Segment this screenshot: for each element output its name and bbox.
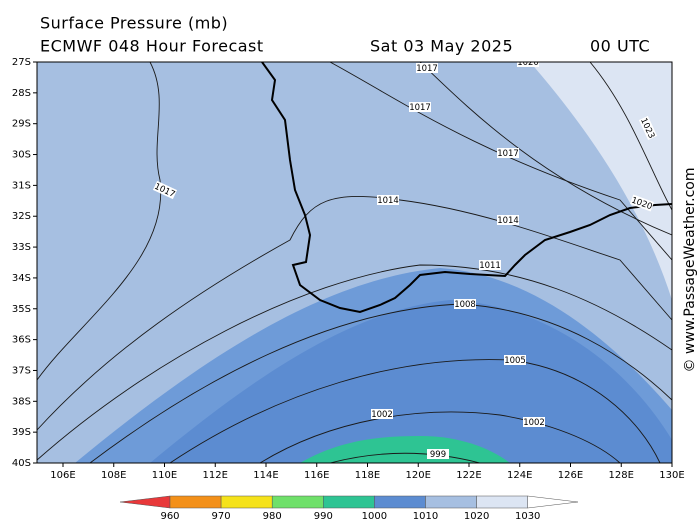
lon-label: 120E bbox=[406, 470, 431, 481]
lat-label: 34S bbox=[12, 273, 31, 284]
isobar-label-bg bbox=[427, 449, 449, 459]
isobar-label-text: 1017 bbox=[409, 103, 431, 113]
credit: © www.PassageWeather.com bbox=[682, 167, 698, 372]
colorbar-label: 1020 bbox=[464, 511, 489, 522]
isobar-label-bg bbox=[409, 102, 431, 112]
lon-label: 116E bbox=[304, 470, 329, 481]
isobar-label-text: 1008 bbox=[454, 300, 476, 310]
lon-label: 114E bbox=[253, 470, 278, 481]
isobar-label-bg bbox=[152, 180, 178, 200]
lat-label: 40S bbox=[12, 458, 31, 469]
lat-label: 29S bbox=[12, 119, 31, 130]
lon-label: 122E bbox=[456, 470, 481, 481]
lat-label: 35S bbox=[12, 304, 31, 315]
lon-label: 124E bbox=[507, 470, 532, 481]
lon-label: 128E bbox=[609, 470, 634, 481]
isobar-label: 1002 bbox=[523, 417, 545, 428]
model: ECMWF 048 Hour Forecast bbox=[40, 37, 264, 56]
map-frame bbox=[36, 61, 673, 464]
lon-label: 108E bbox=[101, 470, 126, 481]
isobar-label: 1011 bbox=[479, 260, 501, 271]
colorbar-label: 1030 bbox=[515, 511, 540, 522]
isobar-label: 1008 bbox=[454, 299, 476, 310]
isobar-label: 1017 bbox=[416, 63, 438, 74]
lat-label: 31S bbox=[12, 180, 31, 191]
isobar-label-bg bbox=[497, 148, 519, 158]
isobar-label-bg bbox=[416, 63, 438, 73]
isobars bbox=[37, 62, 672, 463]
lat-label: 36S bbox=[12, 335, 31, 346]
isobar-label-bg bbox=[504, 355, 526, 365]
colorbar-label: 970 bbox=[212, 511, 231, 522]
colorbar-segment bbox=[169, 495, 222, 509]
colorbar-end bbox=[527, 495, 579, 509]
isobar-label-bg bbox=[371, 409, 393, 419]
isobar-label-text: 1002 bbox=[371, 410, 393, 420]
colorbar-label: 960 bbox=[160, 511, 179, 522]
colorbar-segment bbox=[271, 495, 324, 509]
field-1020 bbox=[530, 62, 672, 300]
colorbar-end bbox=[119, 495, 171, 509]
colorbar-segment bbox=[425, 495, 477, 509]
isobar-label-bg bbox=[377, 195, 399, 205]
colorbar-segment bbox=[374, 495, 426, 509]
isobar-label-text: 1005 bbox=[504, 356, 526, 366]
lat-label: 32S bbox=[12, 211, 31, 222]
lat-label: 30S bbox=[12, 150, 31, 161]
lon-label: 112E bbox=[203, 470, 228, 481]
date: Sat 03 May 2025 bbox=[370, 37, 513, 56]
isobar-label-text: 999 bbox=[430, 450, 446, 460]
isobar-label-text: 1017 bbox=[497, 149, 519, 159]
lon-label: 106E bbox=[50, 470, 75, 481]
time: 00 UTC bbox=[590, 37, 650, 56]
isobar-label-text: 1014 bbox=[377, 196, 399, 206]
isobar-label: 1017 bbox=[409, 102, 431, 113]
isobar-label-bg bbox=[523, 417, 545, 427]
isobar-label-bg bbox=[454, 299, 476, 309]
colorbar-label: 980 bbox=[263, 511, 282, 522]
isobar-label: 999 bbox=[427, 449, 449, 460]
colorbar-segment bbox=[220, 495, 273, 509]
coastline bbox=[261, 62, 672, 314]
isobar-label-text: 1002 bbox=[523, 418, 545, 428]
colorbar-segment bbox=[323, 495, 375, 509]
lon-label: 110E bbox=[152, 470, 177, 481]
lat-label: 37S bbox=[12, 365, 31, 376]
isobar-label: 1014 bbox=[377, 195, 399, 206]
colorbar-label: 1000 bbox=[362, 511, 387, 522]
lat-label: 39S bbox=[12, 427, 31, 438]
field-990 bbox=[300, 436, 510, 463]
isobar-label-text: 1020 bbox=[517, 58, 539, 68]
lat-label: 38S bbox=[12, 396, 31, 407]
isobar-label: 1005 bbox=[504, 355, 526, 366]
isobar-label-text: 1011 bbox=[479, 261, 501, 271]
map: 1017102010171017102310171020101410141011… bbox=[37, 58, 672, 463]
colorbar-label: 1010 bbox=[413, 511, 438, 522]
isobar-label: 1002 bbox=[371, 409, 393, 420]
isobar-label-bg bbox=[497, 215, 519, 225]
lat-label: 33S bbox=[12, 242, 31, 253]
title: Surface Pressure (mb) bbox=[40, 14, 228, 33]
isobar-label-bg bbox=[479, 260, 501, 270]
lat-label: 28S bbox=[12, 88, 31, 99]
isobar-label-text: 1014 bbox=[497, 216, 519, 226]
isobar-label-bg bbox=[638, 115, 658, 141]
isobar-label: 1020 bbox=[517, 58, 539, 68]
colorbar-label: 990 bbox=[314, 511, 333, 522]
lat-label: 27S bbox=[12, 57, 31, 68]
isobar-label: 1017 bbox=[497, 148, 519, 159]
lon-label: 130E bbox=[659, 470, 684, 481]
lon-label: 118E bbox=[355, 470, 380, 481]
isobar-label: 1014 bbox=[497, 215, 519, 226]
isobar-label-bg bbox=[517, 62, 539, 67]
isobar-label-text: 1017 bbox=[416, 64, 438, 74]
isobar-label-bg bbox=[629, 194, 655, 212]
lon-label: 126E bbox=[558, 470, 583, 481]
colorbar-segment bbox=[476, 495, 528, 509]
